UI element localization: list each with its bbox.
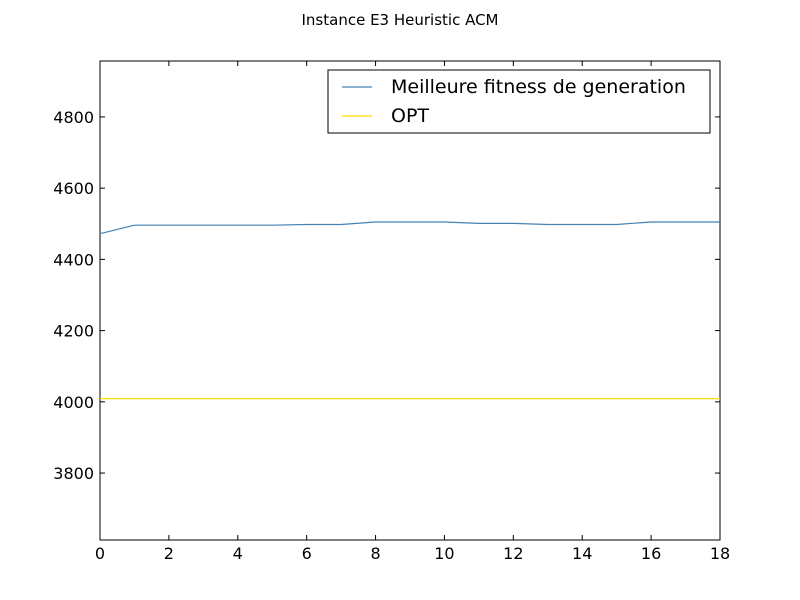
series-line-0 (99, 221, 720, 235)
axis-ticks (99, 61, 721, 540)
y-tick-label: 4600 (53, 179, 94, 198)
axis-tick-labels: 0 2 4 6 8 10 12 14 16 18 3800 4000 4200 4400 4600 4800 (53, 108, 730, 563)
x-tick-label: 2 (164, 544, 174, 563)
legend: Meilleure fitness de generation OPT (327, 69, 711, 134)
x-tick-label: 0 (95, 544, 105, 563)
y-tick-label: 4800 (53, 108, 94, 127)
x-tick-label: 6 (302, 544, 312, 563)
series-lines (99, 221, 720, 400)
x-tick-label: 8 (370, 544, 380, 563)
y-tick-label: 4200 (53, 322, 94, 341)
x-tick-label: 4 (233, 544, 243, 563)
x-tick-label: 12 (503, 544, 523, 563)
legend-label-fitness: Meilleure fitness de generation (391, 76, 686, 98)
x-tick-label: 18 (710, 544, 730, 563)
x-tick-label: 10 (434, 544, 454, 563)
plot-area (99, 60, 721, 541)
y-tick-label: 3800 (53, 464, 94, 483)
legend-label-opt: OPT (391, 105, 429, 127)
legend-box (327, 69, 711, 134)
y-tick-label: 4400 (53, 250, 94, 269)
x-tick-label: 16 (641, 544, 661, 563)
y-tick-label: 4000 (53, 393, 94, 412)
x-tick-label: 14 (572, 544, 592, 563)
chart-title: Instance E3 Heuristic ACM (302, 11, 499, 29)
